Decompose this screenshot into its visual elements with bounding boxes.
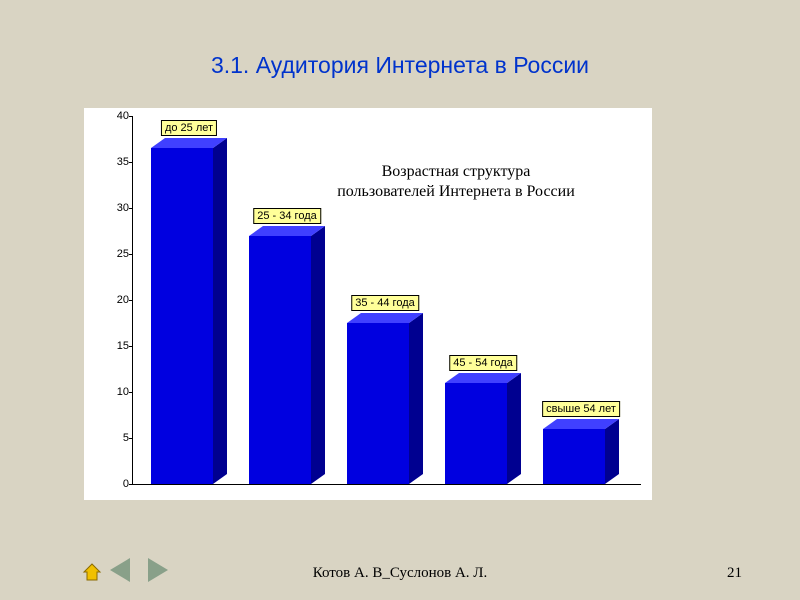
footer-author: Котов А. В_Суслонов А. Л. [0,565,800,582]
bar-label: свыше 54 лет [542,401,620,417]
subtitle-line2: пользователей Интернета в России [337,183,575,200]
y-tick-mark [129,116,133,117]
bar-front [445,383,507,484]
y-tick-mark [129,162,133,163]
bar-side [311,226,325,484]
bar-label: 45 - 54 года [449,355,517,371]
page-number: 21 [727,565,742,582]
bar: до 25 лет [151,148,213,484]
slide: 3.1. Аудитория Интернета в России Распре… [0,0,800,600]
y-tick-mark [129,484,133,485]
bar-front [543,429,605,484]
y-tick-mark [129,208,133,209]
chart-container: Распределение аудитории по возрасту (в %… [84,108,652,500]
y-tick-mark [129,254,133,255]
bar-front [249,236,311,484]
bar-label: 25 - 34 года [253,208,321,224]
chart-subtitle: Возрастная структура пользователей Интер… [326,162,586,202]
y-tick-mark [129,438,133,439]
bar-side [213,138,227,484]
bar-front [151,148,213,484]
bar-side [605,419,619,484]
bar-side [409,313,423,484]
bar-front [347,323,409,484]
bar: 45 - 54 года [445,383,507,484]
y-tick-mark [129,300,133,301]
bar: свыше 54 лет [543,429,605,484]
bar: 25 - 34 года [249,236,311,484]
bar: 35 - 44 года [347,323,409,484]
bar-label: 35 - 44 года [351,295,419,311]
y-tick-mark [129,346,133,347]
subtitle-line1: Возрастная структура [382,163,531,180]
bar-side [507,373,521,484]
page-title: 3.1. Аудитория Интернета в России [0,52,800,79]
bar-top [249,226,325,236]
bar-label: до 25 лет [161,120,217,136]
y-tick-mark [129,392,133,393]
